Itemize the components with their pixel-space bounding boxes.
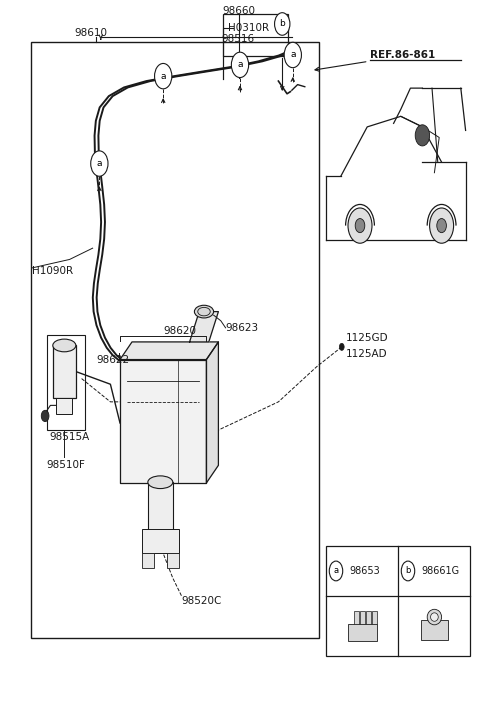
Text: H1090R: H1090R (32, 266, 73, 276)
Bar (366, 611, 371, 624)
Text: 98622: 98622 (96, 355, 129, 364)
Text: a: a (290, 51, 296, 59)
Bar (56, 398, 72, 414)
Text: 98620: 98620 (163, 326, 196, 336)
Circle shape (401, 561, 415, 581)
Text: 1125GD: 1125GD (346, 333, 388, 343)
Text: 98653: 98653 (349, 566, 380, 576)
Text: b: b (279, 20, 285, 28)
Text: 1125AD: 1125AD (346, 349, 387, 359)
Circle shape (437, 219, 446, 233)
Circle shape (284, 42, 301, 68)
Text: 98660: 98660 (222, 6, 255, 16)
Polygon shape (206, 342, 218, 483)
Polygon shape (190, 312, 218, 342)
Text: a: a (334, 566, 338, 575)
Circle shape (329, 561, 343, 581)
Text: 98515A: 98515A (49, 432, 89, 442)
Polygon shape (120, 360, 206, 483)
Circle shape (91, 151, 108, 176)
Circle shape (155, 63, 172, 89)
Circle shape (339, 343, 344, 350)
Text: 98510F: 98510F (46, 460, 85, 470)
Text: b: b (405, 566, 411, 575)
Bar (372, 611, 377, 624)
Bar (421, 620, 448, 639)
Text: 98520C: 98520C (181, 596, 222, 606)
Bar (53, 345, 76, 398)
Circle shape (355, 219, 365, 233)
Polygon shape (120, 342, 218, 360)
Bar (360, 611, 365, 624)
Circle shape (41, 410, 49, 422)
Circle shape (275, 13, 290, 35)
Bar (31, 42, 319, 638)
Bar (47, 335, 85, 430)
Ellipse shape (415, 125, 430, 146)
Text: 98661G: 98661G (421, 566, 459, 576)
Circle shape (430, 208, 454, 243)
Text: H0310R: H0310R (228, 23, 270, 33)
Ellipse shape (148, 476, 173, 489)
Circle shape (231, 52, 249, 78)
Bar (348, 624, 377, 641)
Text: REF.86-861: REF.86-861 (370, 50, 435, 60)
Bar (326, 546, 470, 656)
Text: 98516: 98516 (222, 35, 255, 44)
Bar (142, 529, 179, 553)
Bar (142, 553, 154, 568)
Bar (223, 14, 288, 56)
Ellipse shape (194, 305, 214, 318)
Bar (354, 611, 359, 624)
Text: a: a (96, 159, 102, 168)
Text: 98610: 98610 (74, 28, 108, 38)
Ellipse shape (431, 613, 438, 621)
Circle shape (348, 208, 372, 243)
Text: a: a (237, 61, 243, 69)
Bar (167, 553, 179, 568)
Ellipse shape (427, 609, 442, 625)
Ellipse shape (53, 339, 76, 352)
Text: 98623: 98623 (226, 323, 259, 333)
Text: a: a (160, 72, 166, 80)
Bar (148, 482, 173, 530)
